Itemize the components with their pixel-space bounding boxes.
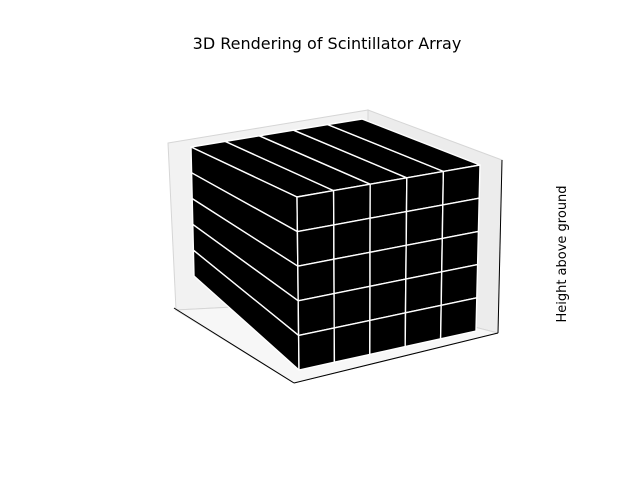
z-axis-label: Height above ground	[555, 185, 570, 322]
z-axis-line	[497, 159, 503, 334]
x-axis-line	[173, 307, 295, 384]
scintillator-array	[190, 118, 481, 371]
y-axis-line	[293, 332, 499, 384]
voxel-front-cell	[297, 327, 336, 371]
voxel-front-cell	[369, 312, 407, 356]
voxel-front-cell	[439, 297, 478, 340]
voxel-front-cell	[404, 304, 442, 348]
chart-title: 3D Rendering of Scintillator Array	[193, 34, 462, 53]
voxel-front-cell	[333, 319, 371, 363]
